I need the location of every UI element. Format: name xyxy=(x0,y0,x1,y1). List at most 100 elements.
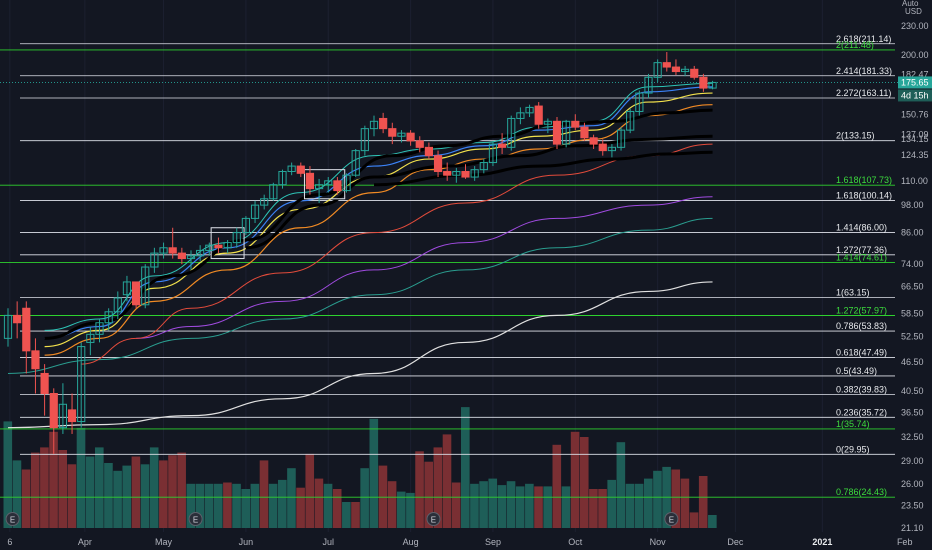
candle-body xyxy=(141,266,150,306)
candle-body xyxy=(86,333,95,343)
earnings-badge xyxy=(426,512,441,526)
volume-bar xyxy=(689,512,699,528)
candle-body xyxy=(296,165,305,174)
fib-label: 1(63.15) xyxy=(836,288,870,298)
candle-body xyxy=(598,143,607,152)
volume-bar xyxy=(470,483,479,528)
volume-bar xyxy=(149,447,159,528)
volume-bar xyxy=(296,487,305,528)
volume-bar xyxy=(67,464,77,528)
volume-bar xyxy=(76,427,86,528)
candle-body xyxy=(406,132,415,142)
candle-body xyxy=(653,62,662,78)
volume-bar xyxy=(698,476,708,528)
volume-bar xyxy=(223,482,232,528)
candle-body xyxy=(132,281,141,306)
countdown-badge xyxy=(898,89,932,102)
fib-label: 2.414(181.33) xyxy=(836,66,892,76)
fib-label: 2(211.48) xyxy=(836,40,874,50)
candle-body xyxy=(223,242,232,249)
time-tick-label: 6 xyxy=(7,537,12,547)
candle-body xyxy=(196,249,205,257)
volume-bar xyxy=(30,452,40,528)
volume-bar xyxy=(387,481,397,528)
candle-body xyxy=(616,129,626,148)
price-tick-label: 29.00 xyxy=(901,456,924,466)
time-axis[interactable]: 6AprMayJunJulAugSepOctNovDec2021FebMarAp… xyxy=(0,532,932,550)
moving-average-line xyxy=(373,150,713,187)
current-price-badge xyxy=(898,76,932,89)
candle-body xyxy=(333,180,342,192)
candle-body xyxy=(552,120,562,145)
volume-bar xyxy=(12,460,22,528)
candle-body xyxy=(351,150,360,176)
candle-layer xyxy=(3,52,717,454)
earnings-marker[interactable]: E xyxy=(5,512,20,526)
volume-bar xyxy=(671,469,681,528)
price-tick-label: 66.50 xyxy=(901,282,924,292)
volume-bar xyxy=(168,455,177,528)
candle-body xyxy=(690,68,699,78)
candle-body xyxy=(443,170,452,176)
candle-body xyxy=(150,252,159,268)
fib-label: 1.414(74.61) xyxy=(836,252,887,262)
volume-bar xyxy=(369,418,379,528)
volume-bar xyxy=(40,447,49,528)
earnings-marker[interactable]: E xyxy=(426,512,441,526)
time-tick-label: Feb xyxy=(897,537,913,547)
currency-label[interactable]: USD xyxy=(905,7,922,16)
earnings-badge xyxy=(664,512,679,526)
candle-body xyxy=(186,255,196,260)
volume-bar xyxy=(616,442,626,528)
price-tick-label: 110.00 xyxy=(901,176,928,186)
volume-bar xyxy=(250,483,260,528)
volume-bar xyxy=(497,485,507,528)
volume-bar xyxy=(58,450,67,528)
candle-body xyxy=(516,112,525,119)
current-price-value: 175.65 xyxy=(901,77,929,87)
price-tick-label: 58.50 xyxy=(901,309,924,319)
candle-body xyxy=(433,155,443,172)
volume-bar xyxy=(3,421,13,528)
candle-body xyxy=(369,120,379,130)
volume-bar xyxy=(506,481,516,528)
candle-body xyxy=(571,120,580,128)
candle-body xyxy=(67,409,77,423)
volume-bar xyxy=(314,478,324,528)
volume-bar xyxy=(21,469,31,528)
price-tick-label: 134.15 xyxy=(901,134,929,144)
time-tick-label: 2021 xyxy=(812,537,832,547)
fib-label: 1.272(77.36) xyxy=(836,245,887,255)
moving-average-line xyxy=(7,217,713,374)
fib-label: 2(133.15) xyxy=(836,131,875,141)
volume-bar xyxy=(204,483,214,528)
volume-bar xyxy=(607,479,616,528)
drawn-rectangle[interactable] xyxy=(210,227,245,260)
time-tick-label: Jul xyxy=(322,537,334,547)
volume-bar xyxy=(113,470,122,528)
time-tick-label: Apr xyxy=(78,537,92,547)
candle-body xyxy=(534,105,543,125)
candle-body xyxy=(324,180,333,186)
candle-body xyxy=(95,322,104,335)
volume-bar xyxy=(159,460,168,528)
volume-bar xyxy=(278,479,287,528)
candle-body xyxy=(644,76,653,94)
price-tick-label: 200.00 xyxy=(901,50,929,60)
volume-bar xyxy=(525,483,534,528)
earnings-marker[interactable]: E xyxy=(664,512,679,526)
fib-label: 1.618(100.14) xyxy=(836,191,892,201)
volume-bar xyxy=(396,491,406,528)
volume-bar xyxy=(589,489,598,528)
volume-bar xyxy=(415,451,424,528)
candle-body xyxy=(525,106,534,114)
drawn-rectangle[interactable] xyxy=(303,169,346,200)
price-tick-label: 46.50 xyxy=(901,357,924,367)
earnings-badge xyxy=(5,512,20,526)
moving-average-line xyxy=(7,281,713,429)
volume-bar xyxy=(424,461,433,528)
candle-body xyxy=(278,170,287,186)
earnings-marker[interactable]: E xyxy=(188,512,203,526)
